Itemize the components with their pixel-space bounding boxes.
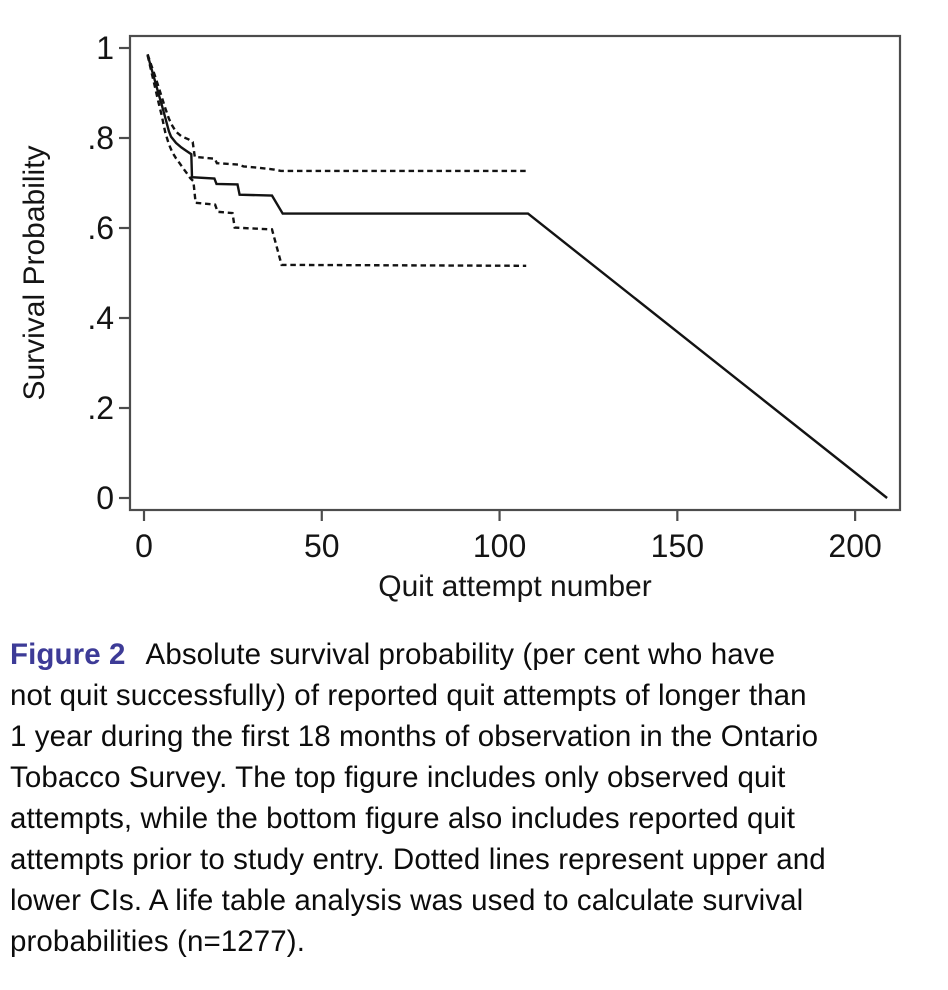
- y-axis-tick-label: 0: [96, 480, 114, 516]
- x-axis-title: Quit attempt number: [378, 570, 651, 603]
- caption-line: not quit successfully) of reported quit …: [10, 679, 807, 712]
- caption-text: Absolute survival probability (per cent …: [145, 638, 776, 671]
- x-axis-tick-label: 0: [135, 528, 153, 564]
- caption-line: Figure 2 Absolute survival probability (p…: [10, 634, 924, 675]
- y-axis-tick-label: 1: [96, 30, 114, 66]
- x-axis-tick-label: 150: [651, 528, 704, 564]
- y-axis-title: Survival Probability: [18, 145, 51, 400]
- survival-probability-chart: 1 .8 .6 .4 .2 00 50 100 150 200 Quit attempt numbe…: [18, 30, 902, 603]
- series-upper-ci: [146, 53, 527, 173]
- caption-line: Tobacco Survey. The top figure includes …: [10, 761, 786, 794]
- y-axis-tick-label: .4: [87, 300, 114, 336]
- y-axis-tick-label: .2: [87, 390, 114, 426]
- y-axis-tick-label: .8: [87, 120, 114, 156]
- caption-line: attempts, while the bottom figure also i…: [10, 802, 795, 835]
- caption-line: lower CIs. A life table analysis was use…: [10, 884, 804, 917]
- x-axis-tick-label: 50: [304, 528, 340, 564]
- figure-caption: Figure 2 Absolute survival probability (p…: [10, 634, 924, 962]
- series-survival-estimate: [146, 54, 888, 499]
- caption-line: 1 year during the first 18 months of obs…: [10, 720, 819, 753]
- figure-label: Figure 2: [10, 638, 126, 671]
- series-lower-ci: [146, 54, 527, 267]
- x-axis-tick-label: 100: [473, 528, 526, 564]
- y-axis-tick-label: .6: [87, 210, 114, 246]
- x-axis-tick-label: 200: [828, 528, 881, 564]
- caption-line: attempts prior to study entry. Dotted li…: [10, 843, 826, 876]
- caption-line: probabilities (n=1277).: [10, 925, 306, 958]
- plot-border: [128, 34, 902, 512]
